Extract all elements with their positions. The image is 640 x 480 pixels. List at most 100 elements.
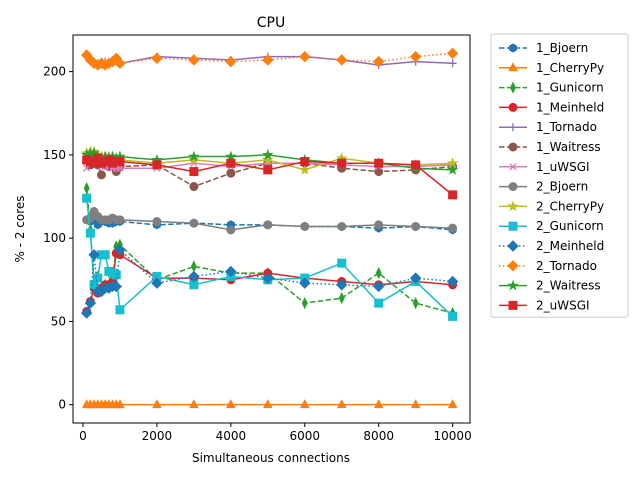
x-tick-label: 6000	[289, 429, 320, 443]
data-point-2-uwsgi	[189, 167, 199, 177]
data-point-1-cherrypy	[373, 399, 384, 409]
y-tick-label: 0	[58, 398, 66, 412]
data-point-2-meinheld	[446, 275, 459, 288]
data-point-2-tornado	[446, 47, 459, 60]
data-point-2-bjoern	[189, 218, 199, 228]
data-point-2-meinheld	[372, 280, 385, 293]
x-tick-label: 8000	[363, 429, 394, 443]
legend-label-1-gunicorn: 1_Gunicorn	[536, 81, 604, 95]
legend-marker-2-waitress	[507, 279, 519, 291]
data-point-1-cherrypy	[152, 399, 162, 409]
legend-label-2-gunicorn: 2_Gunicorn	[536, 219, 604, 233]
chart-title: CPU	[257, 15, 285, 31]
data-point-2-uwsgi	[411, 160, 421, 170]
legend-label-1-tornado: 1_Tornado	[536, 120, 597, 134]
data-point-2-meinheld	[336, 279, 348, 291]
legend: 1_Bjoern 1_CherryPy 1_Gunicorn 1_Meinheld 1_…	[490, 33, 629, 318]
y-tick-label: 200	[43, 65, 66, 79]
data-point-2-bjoern	[263, 220, 273, 230]
legend-label-1-meinheld: 1_Meinheld	[536, 100, 604, 114]
data-point-2-tornado	[299, 50, 311, 63]
legend-marker-1-bjoern	[509, 43, 517, 53]
x-tick-label: 10000	[434, 429, 472, 443]
y-tick-label: 150	[43, 148, 66, 162]
data-point-2-uwsgi	[374, 158, 384, 168]
data-point-2-waitress	[446, 163, 459, 175]
data-point-2-bjoern	[115, 215, 125, 225]
data-point-2-uwsgi	[448, 190, 458, 200]
series-2-meinheld	[80, 244, 459, 319]
data-point-2-uwsgi	[300, 157, 310, 167]
data-point-2-meinheld	[84, 297, 97, 309]
x-axis: 0 2000 4000 6000 8000 10000	[79, 423, 472, 443]
y-tick-label: 100	[43, 231, 66, 245]
y-axis-label: % - 2 cores	[13, 195, 27, 262]
data-point-2-cherrypy	[188, 153, 200, 165]
legend-frame	[490, 33, 629, 318]
legend-marker-2-cherrypy	[507, 200, 519, 212]
data-point-2-gunicorn	[85, 228, 95, 238]
legend-marker-1-gunicorn	[510, 81, 516, 94]
x-axis-label: Simultaneous connections	[192, 451, 350, 465]
data-point-1-cherrypy	[262, 399, 273, 409]
data-point-2-uwsgi	[263, 165, 273, 175]
data-point-2-uwsgi	[226, 158, 236, 168]
data-point-2-bjoern	[337, 222, 347, 232]
legend-label-1-cherrypy: 1_CherryPy	[536, 61, 604, 75]
data-point-2-meinheld	[114, 244, 126, 256]
legend-marker-1-meinheld	[508, 102, 518, 112]
legend-label-1-waitress: 1_Waitress	[536, 140, 601, 154]
data-point-2-meinheld	[225, 265, 237, 278]
series-2-gunicorn	[82, 193, 458, 321]
data-point-1-waitress	[96, 170, 106, 180]
data-point-2-tornado	[225, 55, 237, 68]
x-tick-label: 2000	[142, 429, 173, 443]
data-point-1-cherrypy	[189, 399, 199, 409]
data-point-2-meinheld	[151, 277, 163, 289]
series-2-tornado	[80, 47, 459, 71]
legend-label-2-waitress: 2_Waitress	[536, 279, 601, 293]
data-point-1-cherrypy	[299, 399, 310, 409]
legend-label-1-bjoern: 1_Bjoern	[536, 41, 588, 55]
series-line-1-gunicorn	[85, 188, 453, 314]
legend-label-2-tornado: 2_Tornado	[536, 259, 597, 273]
data-point-2-tornado	[372, 55, 385, 68]
data-point-2-gunicorn	[448, 311, 458, 321]
data-point-1-gunicorn	[83, 182, 90, 195]
data-point-2-gunicorn	[337, 258, 347, 268]
data-point-2-bjoern	[226, 225, 236, 235]
data-point-2-bjoern	[448, 223, 458, 233]
series-line-2-gunicorn	[85, 198, 454, 317]
y-tick-label: 50	[51, 314, 66, 328]
data-point-2-meinheld	[299, 277, 311, 289]
plot-frame	[72, 34, 471, 424]
data-point-1-gunicorn	[412, 296, 419, 310]
data-point-2-cherrypy	[262, 153, 274, 165]
data-point-2-uwsgi	[337, 158, 347, 168]
data-point-2-tornado	[151, 52, 163, 65]
series-1-gunicorn	[83, 182, 456, 320]
x-tick-label: 0	[79, 429, 87, 443]
data-point-2-tornado	[114, 57, 126, 70]
legend-marker-2-bjoern	[508, 182, 518, 192]
legend-marker-2-meinheld	[507, 240, 519, 252]
series-2-uwsgi	[82, 153, 458, 200]
data-point-2-bjoern	[300, 222, 310, 232]
data-point-1-uwsgi	[116, 164, 124, 172]
data-point-1-tornado	[448, 59, 457, 68]
y-axis: 0 50 100 150 200	[43, 65, 73, 412]
data-point-2-gunicorn	[115, 305, 125, 315]
legend-label-2-cherrypy: 2_CherryPy	[536, 199, 604, 213]
data-point-1-cherrypy	[447, 399, 458, 409]
legend-marker-1-cherrypy	[508, 62, 518, 72]
data-point-2-tornado	[262, 54, 274, 66]
data-point-1-cherrypy	[336, 399, 347, 409]
data-point-2-waitress	[262, 148, 274, 160]
legend-marker-1-waitress	[508, 142, 518, 152]
data-point-1-uwsgi	[83, 164, 91, 172]
data-point-2-meinheld	[88, 249, 100, 261]
data-point-1-cherrypy	[226, 399, 236, 409]
data-point-2-meinheld	[188, 270, 200, 283]
data-point-2-waitress	[188, 150, 200, 162]
